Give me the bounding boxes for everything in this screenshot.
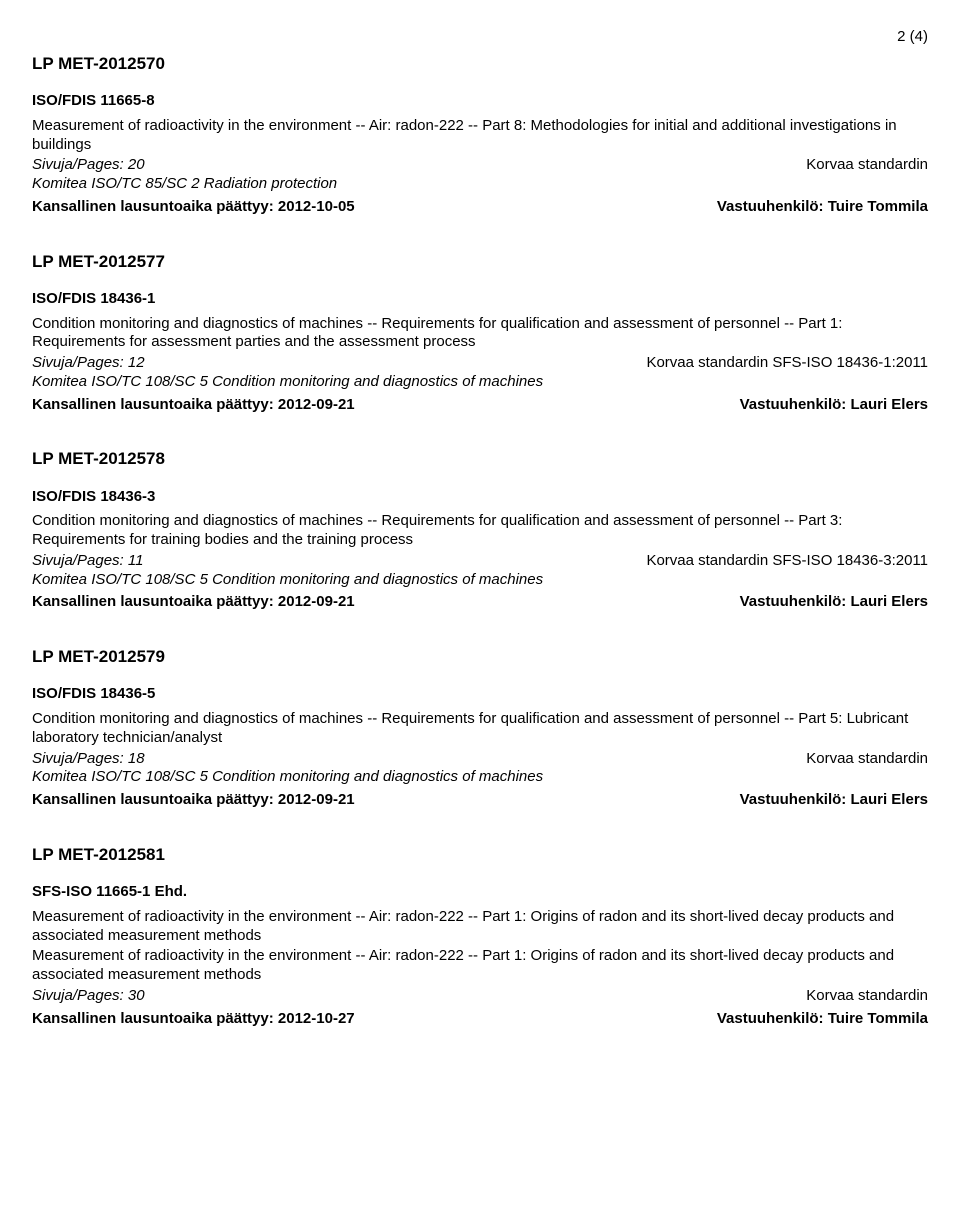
iso-code: SFS-ISO 11665-1 Ehd.: [32, 883, 928, 902]
responsible: Vastuuhenkilö: Tuire Tommila: [717, 198, 928, 217]
lp-title: LP MET-2012570: [32, 53, 928, 74]
standard-section: LP MET-2012577 ISO/FDIS 18436-1 Conditio…: [32, 251, 928, 415]
pages-label: Sivuja/Pages: 11: [32, 552, 143, 571]
replaces-label: Korvaa standardin SFS-ISO 18436-3:2011: [646, 552, 928, 571]
responsible: Vastuuhenkilö: Lauri Elers: [740, 396, 928, 415]
committee: Komitea ISO/TC 85/SC 2 Radiation protect…: [32, 175, 928, 194]
lp-title: LP MET-2012577: [32, 251, 928, 272]
description-secondary: Measurement of radioactivity in the envi…: [32, 947, 928, 985]
responsible: Vastuuhenkilö: Lauri Elers: [740, 791, 928, 810]
responsible: Vastuuhenkilö: Tuire Tommila: [717, 1010, 928, 1029]
pages-label: Sivuja/Pages: 18: [32, 750, 145, 769]
standard-section: LP MET-2012570 ISO/FDIS 11665-8 Measurem…: [32, 53, 928, 217]
committee: Komitea ISO/TC 108/SC 5 Condition monito…: [32, 768, 928, 787]
deadline: Kansallinen lausuntoaika päättyy: 2012-0…: [32, 791, 355, 810]
standard-section: LP MET-2012581 SFS-ISO 11665-1 Ehd. Meas…: [32, 844, 928, 1029]
committee: Komitea ISO/TC 108/SC 5 Condition monito…: [32, 373, 928, 392]
deadline: Kansallinen lausuntoaika päättyy: 2012-0…: [32, 396, 355, 415]
iso-code: ISO/FDIS 18436-3: [32, 488, 928, 507]
replaces-label: Korvaa standardin: [806, 750, 928, 769]
responsible: Vastuuhenkilö: Lauri Elers: [740, 593, 928, 612]
deadline: Kansallinen lausuntoaika päättyy: 2012-0…: [32, 593, 355, 612]
replaces-label: Korvaa standardin SFS-ISO 18436-1:2011: [646, 354, 928, 373]
description: Measurement of radioactivity in the envi…: [32, 908, 928, 946]
standard-section: LP MET-2012578 ISO/FDIS 18436-3 Conditio…: [32, 448, 928, 612]
committee: Komitea ISO/TC 108/SC 5 Condition monito…: [32, 571, 928, 590]
pages-label: Sivuja/Pages: 12: [32, 354, 145, 373]
replaces-label: Korvaa standardin: [806, 987, 928, 1006]
lp-title: LP MET-2012578: [32, 448, 928, 469]
lp-title: LP MET-2012581: [32, 844, 928, 865]
page-number: 2 (4): [32, 28, 928, 47]
iso-code: ISO/FDIS 18436-1: [32, 290, 928, 309]
pages-label: Sivuja/Pages: 30: [32, 987, 145, 1006]
deadline: Kansallinen lausuntoaika päättyy: 2012-1…: [32, 198, 355, 217]
description: Measurement of radioactivity in the envi…: [32, 117, 928, 155]
deadline: Kansallinen lausuntoaika päättyy: 2012-1…: [32, 1010, 355, 1029]
replaces-label: Korvaa standardin: [806, 156, 928, 175]
iso-code: ISO/FDIS 11665-8: [32, 92, 928, 111]
standard-section: LP MET-2012579 ISO/FDIS 18436-5 Conditio…: [32, 646, 928, 810]
description: Condition monitoring and diagnostics of …: [32, 710, 928, 748]
lp-title: LP MET-2012579: [32, 646, 928, 667]
description: Condition monitoring and diagnostics of …: [32, 512, 928, 550]
description: Condition monitoring and diagnostics of …: [32, 315, 928, 353]
pages-label: Sivuja/Pages: 20: [32, 156, 145, 175]
iso-code: ISO/FDIS 18436-5: [32, 685, 928, 704]
